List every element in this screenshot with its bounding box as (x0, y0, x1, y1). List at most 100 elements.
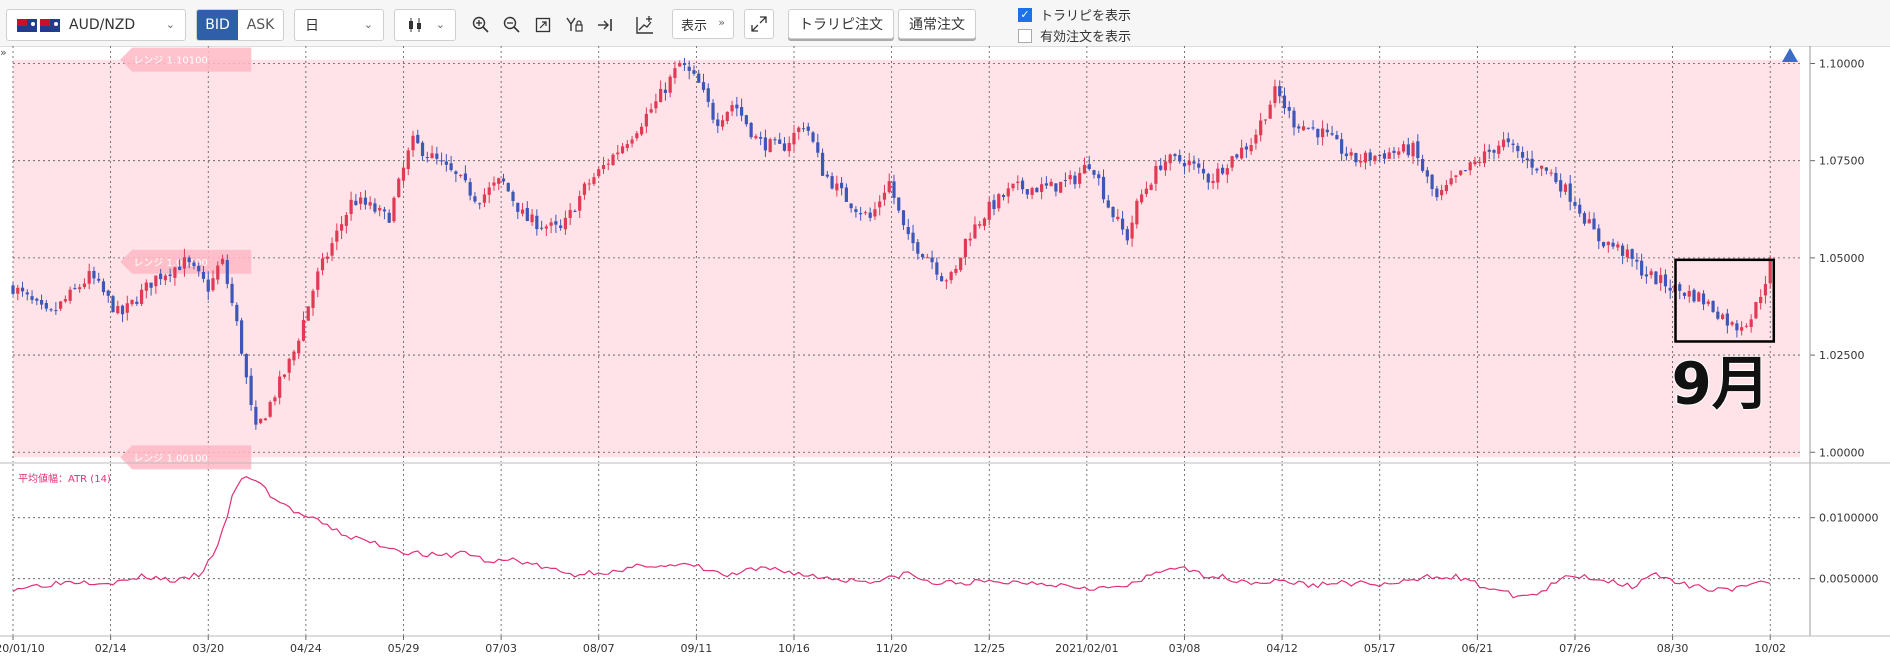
candle (1087, 164, 1091, 170)
candle (1768, 261, 1772, 284)
atr-tick-label: 0.0050000 (1819, 573, 1879, 586)
candle (1378, 154, 1382, 156)
candle (882, 192, 887, 200)
scroll-up-icon[interactable] (1782, 48, 1798, 62)
candle (873, 209, 877, 217)
candle (682, 63, 687, 65)
candle (363, 197, 367, 205)
candle (801, 128, 806, 130)
candle (130, 299, 134, 305)
candle (139, 289, 144, 304)
candle (1587, 219, 1591, 224)
candle (1054, 183, 1058, 192)
candle (316, 271, 320, 290)
candle (1240, 147, 1244, 159)
candle (906, 227, 910, 235)
fit-screen-icon[interactable] (530, 12, 556, 38)
candle (25, 292, 29, 295)
candle (940, 276, 944, 282)
price-lock-icon[interactable] (561, 12, 587, 38)
candle (901, 210, 906, 226)
candle (1654, 271, 1658, 285)
zoom-out-icon[interactable] (499, 12, 525, 38)
ask-button[interactable]: ASK (246, 17, 275, 33)
candle (554, 221, 558, 225)
candle (1749, 319, 1753, 327)
candle (225, 260, 229, 284)
add-indicator-icon[interactable] (632, 12, 658, 38)
x-tick-label: 09/11 (681, 642, 713, 655)
candle (978, 224, 982, 226)
candle (1320, 128, 1325, 138)
trailing-order-button[interactable]: トラリピ注文 (788, 9, 894, 39)
symbol-label: AUD/NZD (69, 17, 136, 33)
x-tick-label: 10/16 (778, 642, 810, 655)
chevron-down-icon: ⌄ (435, 18, 445, 31)
normal-order-button[interactable]: 通常注文 (898, 9, 976, 39)
candle (116, 306, 120, 314)
candle (549, 222, 553, 226)
candle (968, 238, 972, 241)
candle (449, 163, 453, 170)
period-select[interactable]: 日 ⌄ (294, 9, 384, 41)
candle (311, 290, 315, 308)
candle (1082, 164, 1087, 174)
candle (468, 182, 472, 196)
candle (1049, 181, 1053, 187)
expand-icon[interactable] (744, 9, 774, 39)
candle (1663, 274, 1668, 287)
candle (673, 68, 677, 78)
candle (806, 126, 810, 131)
candle (1297, 126, 1301, 129)
atr-line (12, 476, 1771, 599)
candle (1078, 172, 1082, 184)
candle (973, 224, 977, 239)
candle (173, 267, 177, 278)
candle (11, 285, 15, 294)
candle (344, 214, 348, 226)
candle (1354, 152, 1358, 163)
price-chart: 1.10000 1.07500 1.05000 1.02500 1.00000 レンジ 1… (0, 46, 1890, 655)
candle (149, 282, 153, 288)
candle (1735, 323, 1739, 331)
candle (1325, 129, 1329, 133)
expand-sidebar-icon[interactable]: » (0, 46, 7, 59)
symbol-select[interactable]: AUD/NZD ⌄ (6, 9, 186, 41)
candle (1016, 181, 1020, 184)
annotation-box (1674, 258, 1776, 343)
x-tick-label: 2020/01/10 (0, 642, 45, 655)
candle (501, 178, 506, 182)
checkbox-checked-icon[interactable]: ✓ (1018, 7, 1032, 22)
atr-tick-label: 0.0100000 (1819, 512, 1879, 525)
candle (1206, 173, 1210, 183)
candle (1482, 151, 1487, 164)
candlestick-icon (409, 18, 421, 32)
candle (1559, 180, 1563, 192)
jump-to-latest-icon[interactable] (592, 12, 618, 38)
x-tick-label: 10/02 (1754, 642, 1786, 655)
candle (211, 278, 215, 291)
candle (539, 227, 544, 229)
annotation-label: 9月 (1672, 349, 1770, 417)
show-trap-toggle[interactable]: ✓ トラリピを表示 (1018, 5, 1131, 24)
candle (20, 287, 25, 292)
candle (1606, 241, 1610, 246)
checkbox-unchecked-icon[interactable] (1018, 28, 1032, 43)
zoom-in-icon[interactable] (468, 12, 494, 38)
display-menu[interactable]: 表示 » (672, 9, 734, 39)
chart-type-select[interactable]: ⌄ (394, 9, 456, 41)
candle (459, 174, 463, 176)
show-orders-toggle[interactable]: 有効注文を表示 (1018, 26, 1131, 45)
candle (259, 418, 263, 424)
range-zone (13, 59, 1800, 458)
candle (635, 133, 639, 139)
candle (59, 301, 63, 309)
candle (1149, 184, 1153, 190)
candle (1140, 194, 1144, 203)
candle (125, 303, 129, 313)
candle (1535, 168, 1539, 171)
candle (720, 120, 725, 127)
bid-button[interactable]: BID (197, 10, 239, 40)
candle (1630, 249, 1634, 259)
candle (1278, 86, 1282, 97)
